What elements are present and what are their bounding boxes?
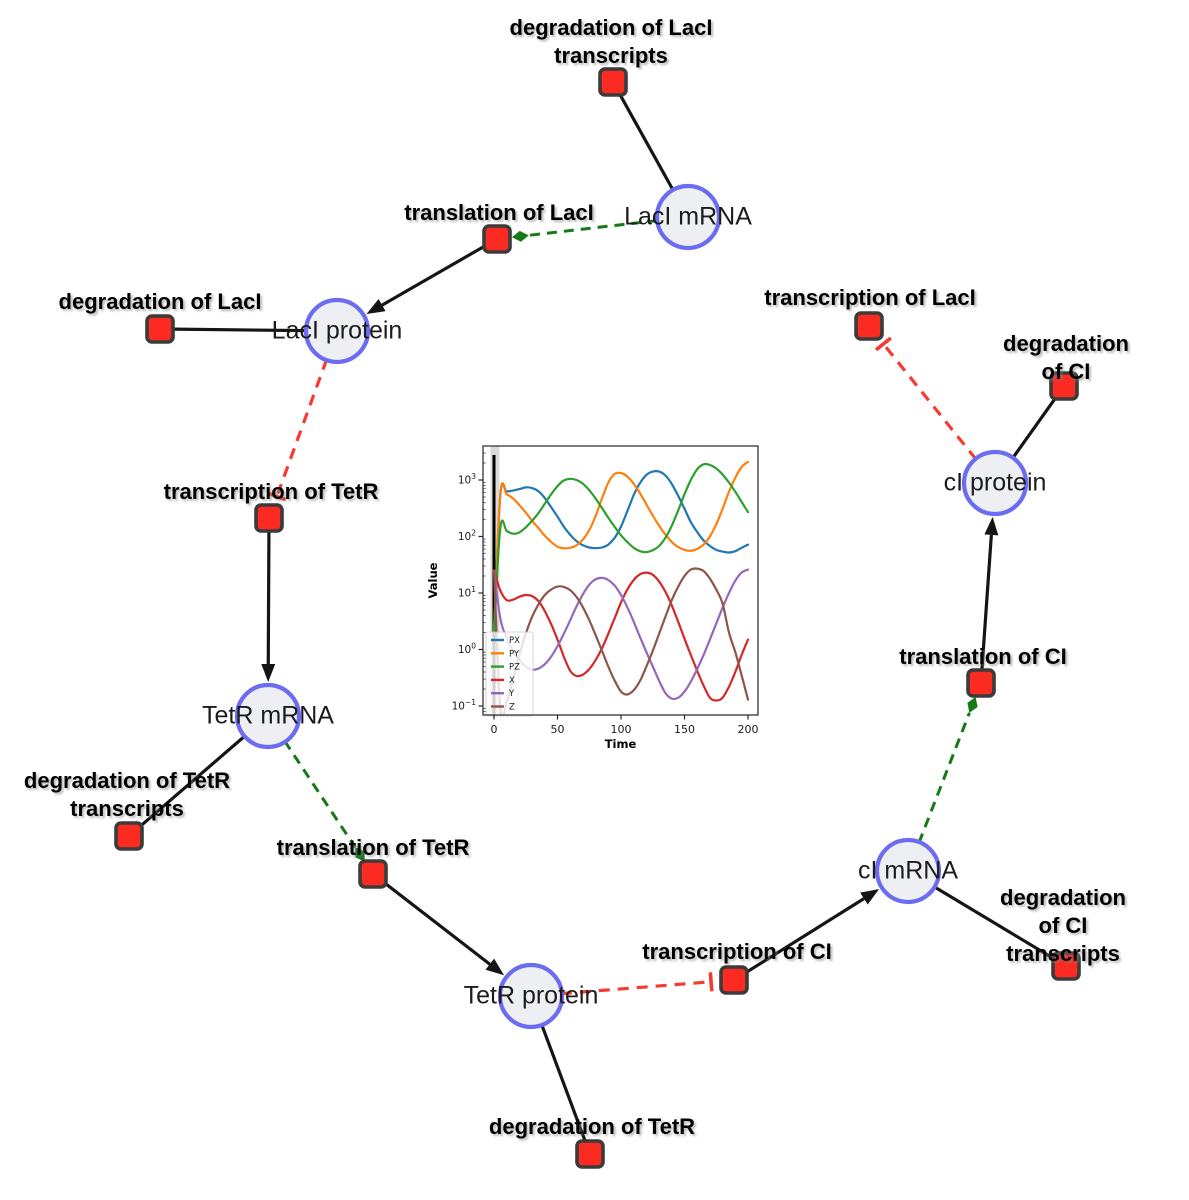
edge-transcription-ci-ci-mrna-arrowhead-icon xyxy=(860,889,880,905)
y-axis-label: Value xyxy=(426,562,440,598)
edge-ci-protein-degradation-ci-consumption-line xyxy=(1011,396,1058,460)
x-tick-label: 50 xyxy=(551,723,565,736)
edge-laci-protein-degradation-laci-consumption-line xyxy=(173,327,308,333)
edge-tetr-mrna-degradation-tetr-transcripts-consumption-line xyxy=(138,734,247,829)
x-tick-label: 100 xyxy=(611,723,632,736)
legend-label-Y: Y xyxy=(508,689,515,699)
edge-translation-laci-laci-protein-arrowhead-icon xyxy=(366,299,386,315)
species-node-ci-protein xyxy=(961,449,1029,517)
legend-label-PY: PY xyxy=(509,649,520,659)
series-PY-line xyxy=(492,460,750,634)
plot-legend: PX PY PZ XYZ xyxy=(485,631,534,717)
y-tick-label: 101 xyxy=(458,585,476,600)
reaction-node-degradation-ci-transcripts xyxy=(1051,951,1081,981)
series-X-line xyxy=(492,569,750,702)
edge-ci-mrna-degradation-ci-transcripts-consumption-line xyxy=(932,885,1055,961)
edge-tetr-protein-transcription-ci-inhibition-line xyxy=(560,980,709,996)
reaction-node-degradation-ci xyxy=(1049,371,1079,401)
reaction-node-translation-laci xyxy=(482,224,512,254)
edge-ci-mrna-translation-ci-modifier-line xyxy=(917,712,971,844)
edges-layer xyxy=(138,93,1058,1142)
x-axis-label: Time xyxy=(605,737,637,751)
edge-translation-ci-ci-protein-production-line xyxy=(980,534,993,670)
edge-laci-protein-transcription-tetr-inhibition-line xyxy=(276,358,329,495)
edge-laci-mrna-translation-laci-diamond-arrowhead-icon xyxy=(511,230,529,242)
legend-label-X: X xyxy=(509,676,515,686)
edge-translation-tetr-tetr-protein-arrowhead-icon xyxy=(485,958,505,976)
edge-ci-protein-transcription-laci-inhibition-line xyxy=(884,345,978,461)
edge-ci-mrna-translation-ci-diamond-arrowhead-icon xyxy=(967,696,978,713)
series-Z-line xyxy=(492,567,750,715)
species-node-ci-mrna xyxy=(874,837,942,905)
species-node-laci-mrna xyxy=(654,183,722,251)
series-Y-line xyxy=(492,568,750,701)
reaction-node-degradation-tetr xyxy=(575,1139,605,1169)
y-tick-label: 102 xyxy=(458,529,476,544)
reaction-node-transcription-tetr xyxy=(254,503,284,533)
x-tick-label: 0 xyxy=(491,723,498,736)
reaction-node-translation-tetr xyxy=(358,859,388,889)
nodes-layer xyxy=(114,67,1081,1169)
species-node-laci-protein xyxy=(303,297,371,365)
y-tick-label: 10−1 xyxy=(452,698,477,713)
reaction-node-translation-ci xyxy=(966,668,996,698)
legend-label-PZ: PZ xyxy=(509,663,520,673)
legend-label-Z: Z xyxy=(509,703,515,713)
reaction-node-degradation-laci xyxy=(145,314,175,344)
series-PZ-line xyxy=(492,462,750,634)
edge-tetr-mrna-translation-tetr-modifier-line xyxy=(283,740,357,849)
species-node-tetr-mrna xyxy=(234,682,302,750)
edge-tetr-mrna-translation-tetr-diamond-arrowhead-icon xyxy=(355,847,365,862)
edge-translation-ci-ci-protein-arrowhead-icon xyxy=(984,516,999,536)
legend-label-PX: PX xyxy=(509,636,520,646)
edge-transcription-tetr-tetr-mrna-arrowhead-icon xyxy=(261,663,276,683)
edge-laci-mrna-degradation-laci-transcripts-consumption-line xyxy=(618,93,675,192)
x-tick-label: 200 xyxy=(738,723,759,736)
reaction-node-degradation-laci-transcripts xyxy=(598,67,628,97)
edge-tetr-protein-degradation-tetr-consumption-line xyxy=(539,1023,587,1142)
edge-transcription-ci-ci-mrna-production-line xyxy=(745,897,865,974)
y-tick-label: 100 xyxy=(458,642,476,657)
reaction-node-transcription-laci xyxy=(854,311,884,341)
y-tick-label: 103 xyxy=(458,472,476,487)
timeseries-inset-plot: PX PY PZ XYZ 0 50 100 150 200 103 102 101 100 10−1 Tim… xyxy=(426,445,759,751)
reaction-node-degradation-tetr-transcripts xyxy=(114,821,144,851)
edge-ci-protein-transcription-laci-tee-bar-icon xyxy=(874,336,892,352)
edge-transcription-tetr-tetr-mrna-production-line xyxy=(266,531,271,665)
edge-laci-protein-transcription-tetr-tee-bar-icon xyxy=(267,491,287,502)
edge-translation-tetr-tetr-protein-production-line xyxy=(383,881,491,966)
species-node-tetr-protein xyxy=(497,962,565,1030)
reaction-node-transcription-ci xyxy=(719,965,749,995)
edge-translation-laci-laci-protein-production-line xyxy=(381,244,486,307)
edge-tetr-protein-transcription-ci-tee-bar-icon xyxy=(708,972,714,992)
x-tick-label: 150 xyxy=(674,723,695,736)
edge-laci-mrna-translation-laci-modifier-line xyxy=(528,218,659,237)
